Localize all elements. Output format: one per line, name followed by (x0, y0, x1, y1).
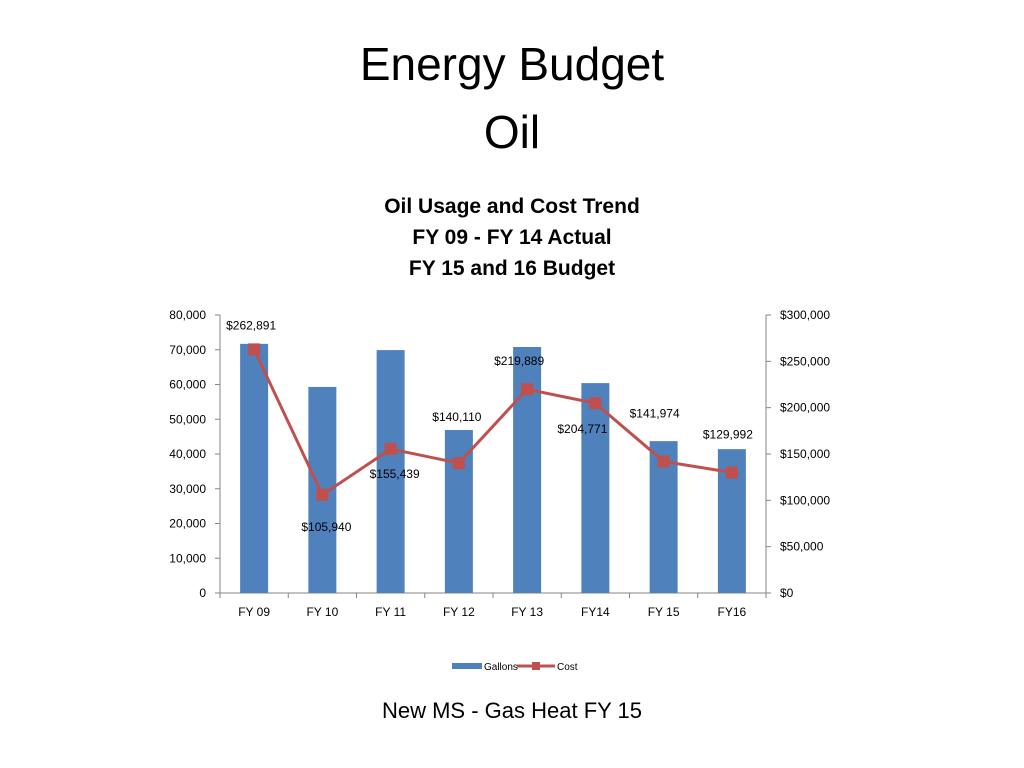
left-axis-tick-label: 10,000 (169, 551, 206, 565)
x-axis-tick-label: FY16 (718, 605, 747, 619)
bar-gallons (240, 343, 269, 593)
right-axis-tick-label: $250,000 (780, 354, 830, 368)
x-axis-tick-label: FY 11 (375, 605, 406, 619)
slide-subtitle: Oil (483, 106, 541, 158)
left-axis-tick-label: 40,000 (169, 447, 206, 461)
cost-data-label: $129,992 (703, 428, 753, 442)
right-axis-tick-label: $0 (780, 586, 794, 600)
chart-title-line: FY 15 and 16 Budget (408, 257, 616, 280)
cost-marker (248, 343, 261, 356)
x-axis-tick-label: FY 12 (443, 605, 475, 619)
right-axis-tick-label: $200,000 (780, 401, 830, 415)
cost-marker (316, 488, 329, 501)
cost-marker (452, 457, 465, 470)
left-axis-tick-label: 80,000 (169, 308, 206, 322)
cost-data-label: $140,110 (432, 410, 481, 424)
cost-line (252, 348, 733, 498)
x-axis-tick-label: FY 09 (238, 605, 270, 619)
x-axis-tick-label: FY14 (581, 605, 610, 619)
cost-marker (725, 466, 738, 479)
bar-gallons (581, 383, 610, 593)
x-axis-tick-label: FY 15 (648, 605, 680, 619)
slide-footer: New MS - Gas Heat FY 15 (381, 698, 642, 723)
cost-data-label: $204,771 (557, 422, 607, 436)
bar-gallons (376, 350, 405, 593)
right-axis-tick-label: $150,000 (780, 447, 830, 461)
slide-title: Energy Budget (359, 38, 665, 90)
left-axis-tick-label: 0 (199, 586, 206, 600)
x-axis-tick-label: FY 10 (306, 605, 338, 619)
right-axis-tick-label: $300,000 (780, 308, 830, 322)
cost-marker (589, 397, 602, 410)
cost-marker (657, 455, 670, 468)
right-axis-tick-label: $100,000 (780, 493, 830, 507)
left-axis-tick-label: 70,000 (169, 343, 206, 357)
cost-data-label: $141,974 (630, 406, 680, 420)
left-axis-tick-label: 30,000 (169, 482, 206, 496)
right-axis-tick-label: $50,000 (780, 540, 824, 554)
chart-title-line: Oil Usage and Cost Trend (384, 195, 640, 218)
legend-gallons-label: Gallons (484, 662, 518, 673)
cost-marker (384, 442, 397, 455)
legend-cost-label: Cost (557, 662, 578, 673)
left-axis-tick-label: 20,000 (169, 517, 206, 531)
cost-data-label: $105,940 (301, 520, 351, 534)
legend-cost-marker (532, 662, 540, 670)
chart-title: Oil Usage and Cost Trend FY 09 - FY 14 A… (0, 191, 1024, 284)
cost-data-label: $219,889 (494, 354, 544, 368)
left-axis-tick-label: 60,000 (169, 378, 206, 392)
legend-gallons-swatch (452, 663, 482, 669)
cost-data-label: $262,891 (226, 318, 276, 332)
left-axis-tick-label: 50,000 (169, 412, 206, 426)
cost-data-label: $155,439 (370, 467, 420, 481)
x-axis-tick-label: FY 13 (511, 605, 543, 619)
cost-marker (521, 383, 534, 396)
chart-title-line: FY 09 - FY 14 Actual (412, 226, 612, 249)
